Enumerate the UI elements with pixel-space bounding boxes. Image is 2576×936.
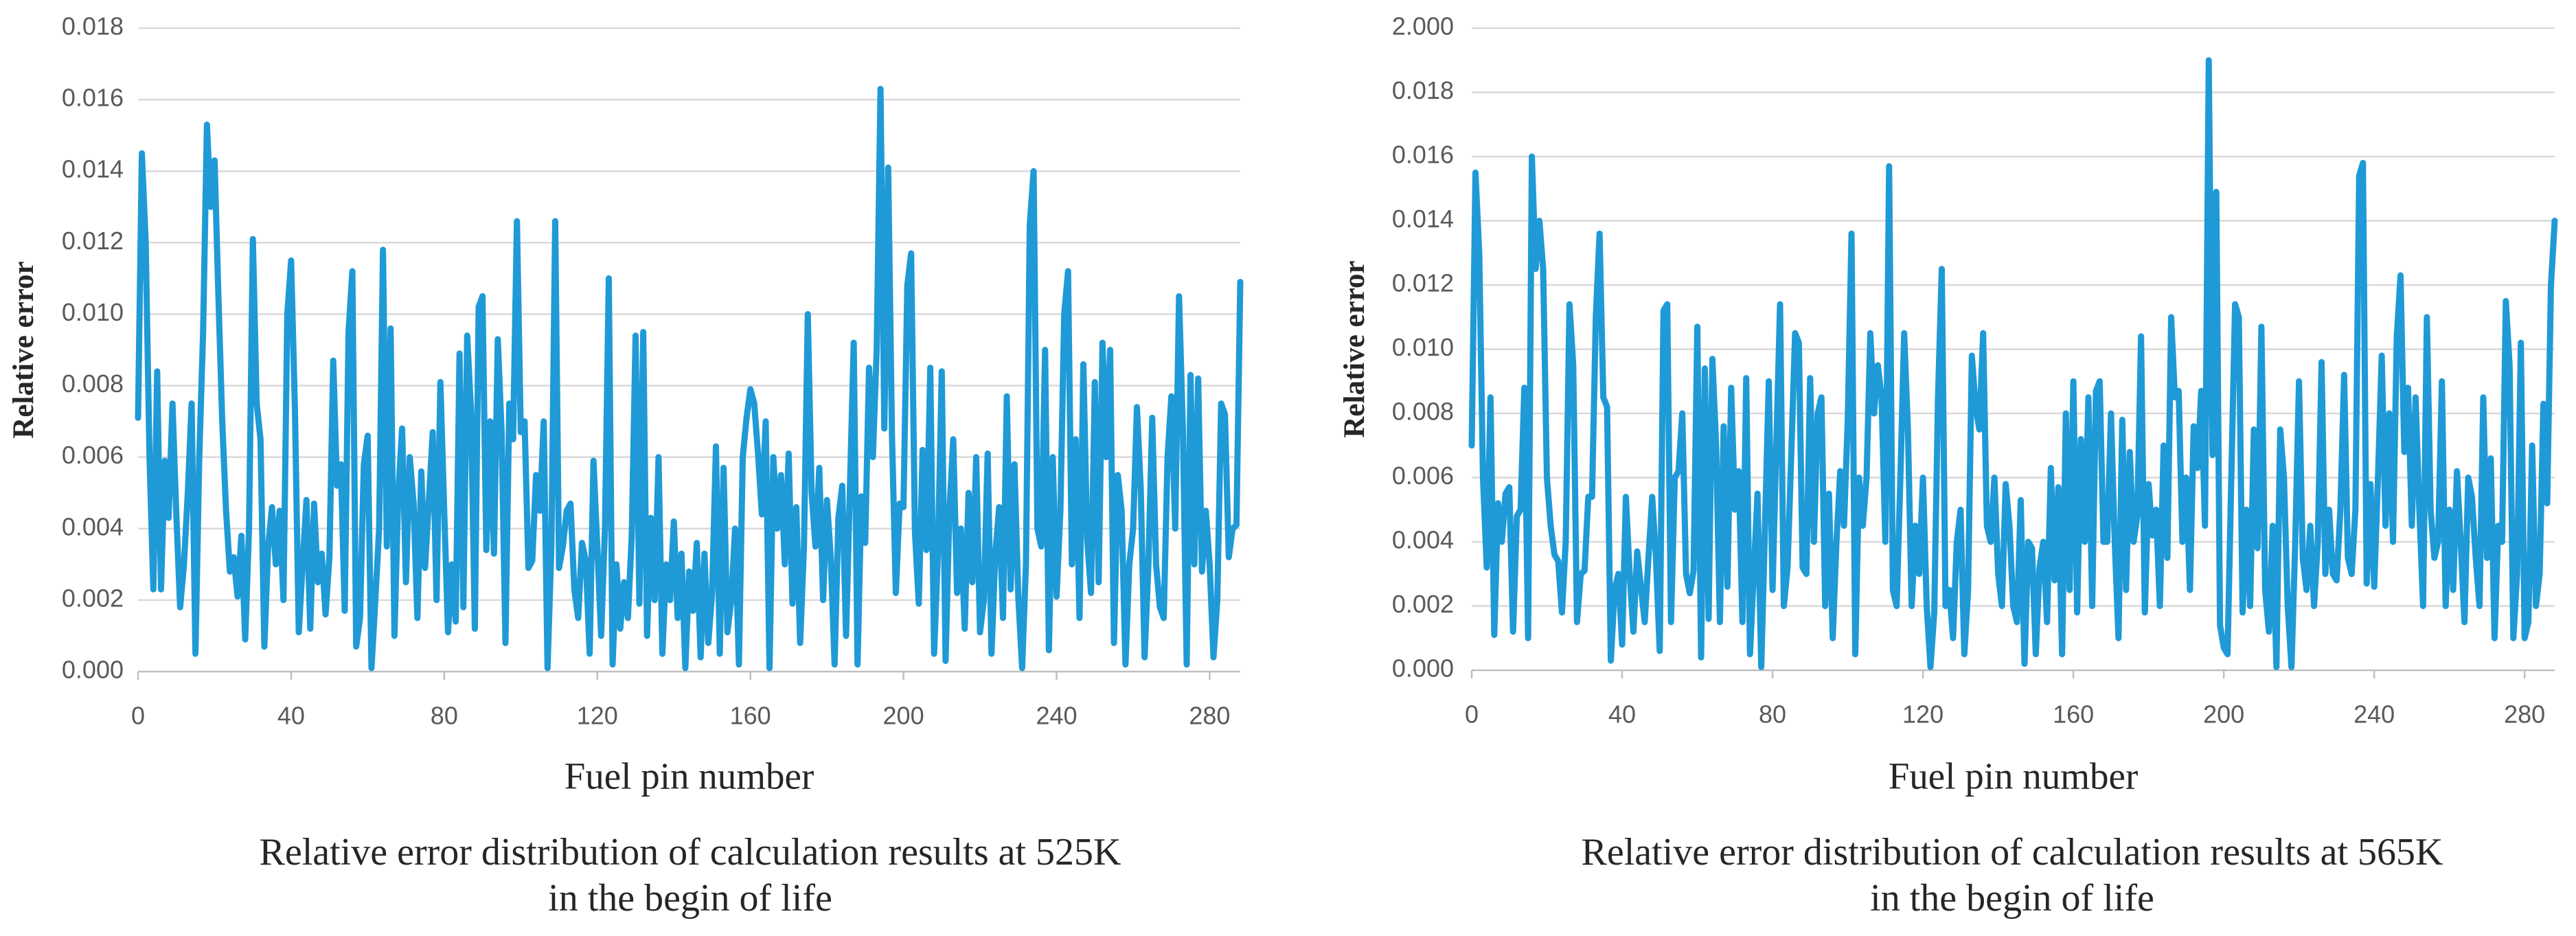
y-tick-label: 0.004 <box>1392 526 1454 554</box>
caption: Relative error distribution of calculati… <box>260 831 1121 874</box>
x-tick-label: 40 <box>277 702 305 730</box>
x-tick-label: 40 <box>1608 700 1636 729</box>
data-line <box>135 85 1244 672</box>
chart: 0.000 0.002 0.004 0.006 0.008 0.010 0.012 0.014… <box>1338 12 2558 920</box>
y-axis-title: Relative error <box>1338 260 1371 437</box>
y-tick-label: 0.010 <box>62 298 124 326</box>
x-tick-label: 280 <box>1189 702 1230 730</box>
y-tick-label: 0.008 <box>62 369 124 398</box>
y-axis-title: Relative error <box>8 261 40 438</box>
caption: in the begin of life <box>1870 877 2154 920</box>
y-tick-label: 0.014 <box>62 155 124 183</box>
y-tick-label: 0.010 <box>1392 333 1454 361</box>
y-tick-label: 0.008 <box>1392 398 1454 426</box>
x-tick-label: 240 <box>1036 702 1077 730</box>
y-tick-label: 0.016 <box>62 84 124 112</box>
y-tick-label: 0.002 <box>62 584 124 612</box>
y-tick-label: 0.002 <box>1392 590 1454 618</box>
x-tick-label: 0 <box>1465 700 1479 729</box>
x-tick-label: 160 <box>2053 700 2094 729</box>
x-tick-label: 80 <box>431 702 458 730</box>
y-tick-label: 0.006 <box>62 441 124 469</box>
x-tick-label: 200 <box>2203 700 2244 729</box>
y-tick-label: 0.016 <box>1392 141 1454 169</box>
data-line <box>1468 57 2558 670</box>
x-tick-label: 200 <box>883 702 924 730</box>
y-tick-label: 0.012 <box>1392 269 1454 297</box>
y-tick-label: 0.012 <box>62 227 124 255</box>
x-tick-label: 120 <box>577 702 618 730</box>
x-axis-title: Fuel pin number <box>1889 755 2139 797</box>
y-tick-label: 0.000 <box>62 656 124 684</box>
y-tick-label: 0.000 <box>1392 654 1454 683</box>
x-tick-label: 280 <box>2504 700 2545 729</box>
x-tick-label: 80 <box>1759 700 1786 729</box>
x-tick-label: 160 <box>730 702 771 730</box>
x-axis-title: Fuel pin number <box>565 755 814 797</box>
y-tick-label: 2.000 <box>1392 12 1454 41</box>
y-tick-label: 0.006 <box>1392 461 1454 490</box>
caption: Relative error distribution of calculati… <box>1582 831 2443 874</box>
x-tick-label: 120 <box>1902 700 1944 729</box>
y-tick-label: 0.018 <box>1392 76 1454 104</box>
y-tick-label: 0.004 <box>62 512 124 540</box>
caption: in the begin of life <box>548 877 832 920</box>
y-tick-label: 0.018 <box>62 12 124 41</box>
x-tick-label: 240 <box>2353 700 2395 729</box>
y-tick-label: 0.014 <box>1392 205 1454 233</box>
x-tick-label: 0 <box>131 702 145 730</box>
chart: 0.000 0.002 0.004 0.006 0.008 0.010 0.012 0.014… <box>8 12 1244 920</box>
